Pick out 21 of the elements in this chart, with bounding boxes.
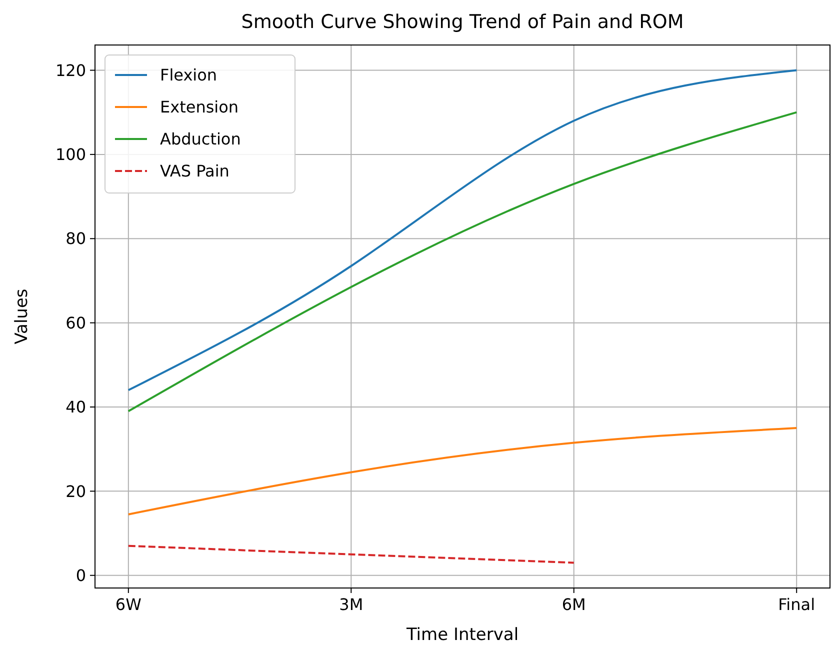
x-tick-label: 3M <box>339 595 364 614</box>
line-series <box>127 111 798 412</box>
x-tick-label: 6M <box>562 595 586 614</box>
y-tick-label: 40 <box>66 398 86 417</box>
legend-label: Extension <box>160 98 239 117</box>
y-tick-label: 0 <box>76 566 86 585</box>
legend-label: VAS Pain <box>160 162 230 181</box>
y-axis-title: Values <box>12 288 32 344</box>
chart-title: Smooth Curve Showing Trend of Pain and ROM <box>241 11 684 33</box>
x-tick-label: Final <box>778 595 816 614</box>
y-tick-label: 20 <box>66 482 86 501</box>
y-tick-label: 80 <box>66 229 86 248</box>
legend-label: Abduction <box>160 130 241 149</box>
legend-label: Flexion <box>160 66 218 85</box>
x-axis-title: Time Interval <box>405 625 519 645</box>
y-tick-label: 60 <box>66 313 86 332</box>
line-series <box>127 427 798 516</box>
y-tick-label: 100 <box>55 145 86 164</box>
x-tick-label: 6W <box>115 595 142 614</box>
line-series <box>127 69 798 392</box>
y-tick-label: 120 <box>55 60 86 80</box>
